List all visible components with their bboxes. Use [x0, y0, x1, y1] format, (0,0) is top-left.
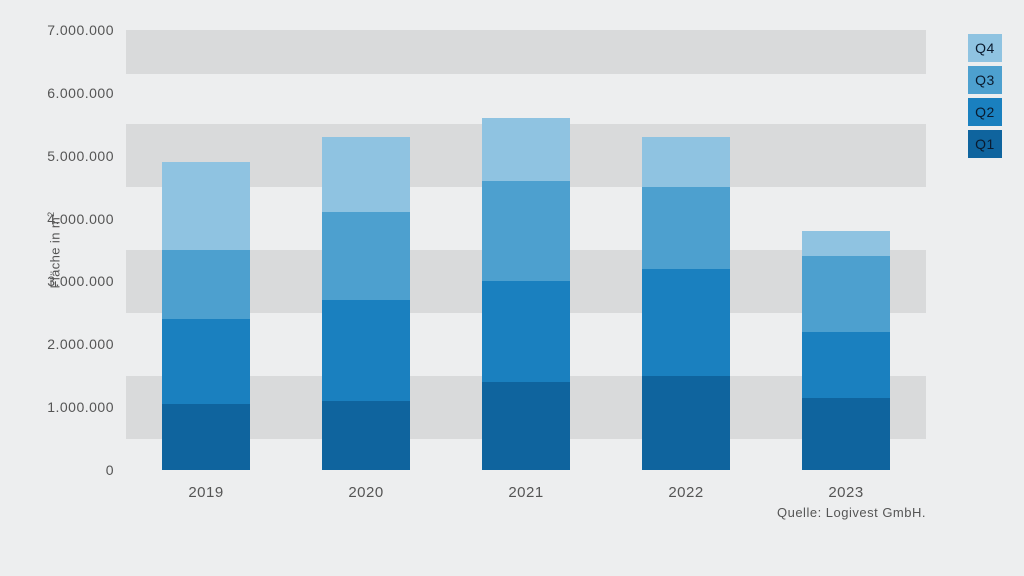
bar-segment-q2 — [482, 281, 570, 382]
bar-segment-q1 — [322, 401, 410, 470]
y-tick-label: 6.000.000 — [47, 85, 126, 101]
bar-segment-q3 — [322, 212, 410, 300]
bar-segment-q4 — [482, 118, 570, 181]
legend-item-q3: Q3 — [968, 66, 1002, 94]
y-tick-label: 1.000.000 — [47, 399, 126, 415]
y-tick-label: 0 — [106, 462, 126, 478]
bar-segment-q4 — [802, 231, 890, 256]
bar-segment-q2 — [802, 332, 890, 398]
bar-group — [482, 30, 570, 470]
x-tick-label: 2020 — [348, 470, 383, 501]
bar-segment-q2 — [322, 300, 410, 401]
bar-segment-q2 — [642, 269, 730, 376]
y-tick-label: 7.000.000 — [47, 22, 126, 38]
bar-segment-q1 — [642, 376, 730, 470]
plot-area: 01.000.0002.000.0003.000.0004.000.0005.0… — [126, 30, 926, 470]
bar-segment-q4 — [642, 137, 730, 187]
source-label: Quelle: Logivest GmbH. — [777, 505, 926, 520]
bar-segment-q2 — [162, 319, 250, 404]
bar-group — [322, 30, 410, 470]
bar-group — [162, 30, 250, 470]
bars-layer — [126, 30, 926, 470]
bar-segment-q1 — [162, 404, 250, 470]
bar-segment-q1 — [802, 398, 890, 470]
legend-item-q1: Q1 — [968, 130, 1002, 158]
x-tick-label: 2022 — [668, 470, 703, 501]
bar-segment-q3 — [482, 181, 570, 282]
bar-segment-q3 — [802, 256, 890, 331]
legend: Q4 Q3 Q2 Q1 — [968, 34, 1002, 158]
bar-group — [802, 30, 890, 470]
y-axis-title: Fläche in m2 — [46, 212, 62, 289]
bar-group — [642, 30, 730, 470]
x-tick-label: 2023 — [828, 470, 863, 501]
bar-segment-q4 — [162, 162, 250, 250]
x-tick-label: 2019 — [188, 470, 223, 501]
legend-item-q2: Q2 — [968, 98, 1002, 126]
y-tick-label: 5.000.000 — [47, 148, 126, 164]
chart-container: 01.000.0002.000.0003.000.0004.000.0005.0… — [0, 0, 1024, 576]
x-tick-label: 2021 — [508, 470, 543, 501]
bar-segment-q4 — [322, 137, 410, 212]
legend-item-q4: Q4 — [968, 34, 1002, 62]
bar-segment-q3 — [162, 250, 250, 319]
bar-segment-q3 — [642, 187, 730, 269]
y-tick-label: 2.000.000 — [47, 336, 126, 352]
bar-segment-q1 — [482, 382, 570, 470]
